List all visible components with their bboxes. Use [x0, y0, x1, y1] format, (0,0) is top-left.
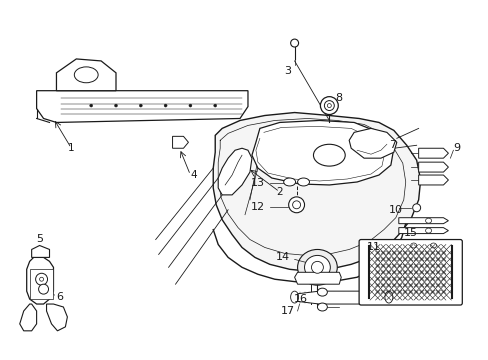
Text: 14: 14 — [275, 252, 289, 262]
Text: 9: 9 — [452, 143, 460, 153]
Text: 16: 16 — [293, 294, 307, 304]
Ellipse shape — [324, 100, 334, 111]
Text: 4: 4 — [190, 170, 197, 180]
Text: 8: 8 — [335, 93, 342, 103]
Polygon shape — [56, 59, 116, 91]
Ellipse shape — [114, 104, 117, 107]
Ellipse shape — [283, 178, 295, 186]
Polygon shape — [294, 272, 341, 284]
Ellipse shape — [74, 67, 98, 83]
Text: 13: 13 — [250, 178, 264, 188]
Polygon shape — [294, 291, 388, 304]
Ellipse shape — [213, 104, 216, 107]
Polygon shape — [20, 304, 37, 331]
Ellipse shape — [188, 104, 191, 107]
Polygon shape — [32, 246, 49, 257]
Ellipse shape — [412, 204, 420, 212]
Polygon shape — [398, 218, 447, 224]
Ellipse shape — [297, 178, 309, 186]
Polygon shape — [27, 257, 53, 304]
Ellipse shape — [40, 277, 43, 281]
FancyBboxPatch shape — [358, 239, 461, 305]
Text: 6: 6 — [56, 292, 63, 302]
Text: 1: 1 — [68, 143, 75, 153]
Ellipse shape — [290, 291, 298, 303]
Text: 2: 2 — [276, 187, 283, 197]
Ellipse shape — [425, 218, 431, 223]
Ellipse shape — [288, 197, 304, 213]
Ellipse shape — [292, 201, 300, 209]
Polygon shape — [30, 269, 53, 299]
Ellipse shape — [311, 261, 323, 273]
Text: 11: 11 — [366, 243, 380, 252]
Ellipse shape — [304, 255, 330, 279]
Ellipse shape — [36, 273, 47, 285]
Text: 17: 17 — [280, 306, 294, 316]
Ellipse shape — [317, 303, 326, 311]
Polygon shape — [398, 228, 447, 234]
Polygon shape — [213, 113, 420, 271]
Polygon shape — [251, 121, 393, 185]
Ellipse shape — [164, 104, 167, 107]
Polygon shape — [218, 148, 251, 195]
Ellipse shape — [425, 228, 431, 233]
Polygon shape — [348, 129, 396, 158]
Polygon shape — [37, 91, 247, 122]
Polygon shape — [172, 136, 188, 148]
Text: 15: 15 — [403, 228, 417, 238]
Ellipse shape — [326, 104, 331, 108]
Ellipse shape — [39, 284, 48, 294]
Ellipse shape — [429, 243, 436, 248]
Text: 12: 12 — [250, 202, 264, 212]
Text: 7: 7 — [388, 140, 395, 150]
Polygon shape — [46, 304, 67, 331]
Ellipse shape — [313, 144, 345, 166]
Polygon shape — [418, 148, 447, 158]
Ellipse shape — [320, 96, 338, 114]
Polygon shape — [393, 242, 455, 249]
Text: 5: 5 — [36, 234, 43, 243]
Ellipse shape — [384, 291, 392, 303]
Ellipse shape — [290, 39, 298, 47]
Ellipse shape — [139, 104, 142, 107]
Ellipse shape — [410, 243, 416, 248]
Ellipse shape — [89, 104, 93, 107]
Ellipse shape — [297, 249, 337, 285]
Polygon shape — [418, 175, 447, 185]
Text: 10: 10 — [388, 205, 402, 215]
Text: 3: 3 — [284, 66, 290, 76]
Polygon shape — [418, 162, 447, 172]
Ellipse shape — [317, 288, 326, 296]
